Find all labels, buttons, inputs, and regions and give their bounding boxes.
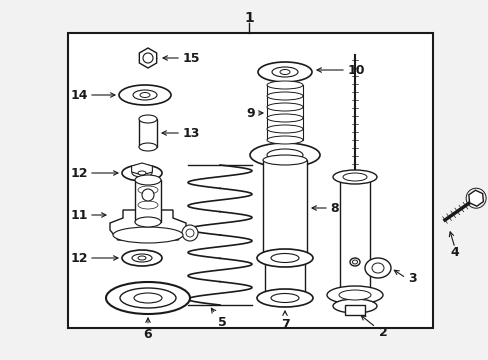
Text: 8: 8 xyxy=(329,202,338,215)
Text: 7: 7 xyxy=(280,311,289,332)
Bar xyxy=(266,96,303,107)
Ellipse shape xyxy=(332,299,376,313)
Text: 9: 9 xyxy=(246,107,254,120)
Bar xyxy=(345,305,364,315)
Ellipse shape xyxy=(122,250,162,266)
Ellipse shape xyxy=(266,136,303,144)
Ellipse shape xyxy=(266,103,303,111)
Ellipse shape xyxy=(352,260,357,264)
Ellipse shape xyxy=(249,143,319,167)
Ellipse shape xyxy=(326,286,382,304)
Text: 4: 4 xyxy=(450,247,458,260)
Text: 15: 15 xyxy=(183,51,200,64)
Ellipse shape xyxy=(270,253,298,262)
Text: 6: 6 xyxy=(143,318,152,342)
Ellipse shape xyxy=(133,90,157,100)
Ellipse shape xyxy=(142,189,154,201)
Ellipse shape xyxy=(138,201,158,209)
Ellipse shape xyxy=(342,173,366,181)
Ellipse shape xyxy=(134,293,162,303)
Ellipse shape xyxy=(135,217,161,227)
Ellipse shape xyxy=(270,293,298,302)
Ellipse shape xyxy=(138,171,146,175)
Polygon shape xyxy=(468,190,483,206)
Ellipse shape xyxy=(182,225,198,241)
Text: 11: 11 xyxy=(70,208,88,221)
Bar xyxy=(266,85,303,96)
Ellipse shape xyxy=(185,229,194,237)
Ellipse shape xyxy=(140,93,150,98)
Ellipse shape xyxy=(266,81,303,89)
Ellipse shape xyxy=(271,67,297,77)
Text: 12: 12 xyxy=(70,252,88,265)
Ellipse shape xyxy=(258,62,311,82)
Bar xyxy=(264,258,305,298)
Ellipse shape xyxy=(266,149,303,161)
Text: 12: 12 xyxy=(70,166,88,180)
Bar xyxy=(135,180,161,222)
Text: 10: 10 xyxy=(347,63,365,77)
Bar xyxy=(139,119,157,147)
Ellipse shape xyxy=(364,258,390,278)
Polygon shape xyxy=(110,210,185,240)
Ellipse shape xyxy=(132,254,152,262)
Bar xyxy=(266,118,303,129)
Text: 1: 1 xyxy=(244,11,253,25)
Ellipse shape xyxy=(122,165,162,181)
Ellipse shape xyxy=(113,227,183,243)
Ellipse shape xyxy=(266,92,303,100)
Ellipse shape xyxy=(106,282,190,314)
Ellipse shape xyxy=(280,69,289,75)
Text: 5: 5 xyxy=(211,308,226,329)
Ellipse shape xyxy=(135,175,161,185)
Ellipse shape xyxy=(266,125,303,133)
Bar xyxy=(266,107,303,118)
Ellipse shape xyxy=(263,250,306,260)
Ellipse shape xyxy=(139,115,157,123)
Ellipse shape xyxy=(263,155,306,165)
Ellipse shape xyxy=(257,249,312,267)
Bar xyxy=(68,33,432,328)
Bar xyxy=(263,160,306,255)
Text: 2: 2 xyxy=(361,315,386,339)
Polygon shape xyxy=(139,48,156,68)
Ellipse shape xyxy=(142,53,153,63)
Ellipse shape xyxy=(138,186,158,194)
Ellipse shape xyxy=(338,290,370,300)
Ellipse shape xyxy=(371,263,383,273)
Ellipse shape xyxy=(332,170,376,184)
Bar xyxy=(339,175,369,310)
Bar xyxy=(266,129,303,140)
Text: 3: 3 xyxy=(407,271,416,284)
Text: 14: 14 xyxy=(70,89,88,102)
Polygon shape xyxy=(131,163,152,175)
Ellipse shape xyxy=(119,85,171,105)
Ellipse shape xyxy=(120,288,176,308)
Ellipse shape xyxy=(139,143,157,151)
Ellipse shape xyxy=(349,258,359,266)
Ellipse shape xyxy=(138,256,146,260)
Ellipse shape xyxy=(266,114,303,122)
Text: 13: 13 xyxy=(183,126,200,140)
Ellipse shape xyxy=(257,289,312,307)
Ellipse shape xyxy=(132,169,152,177)
